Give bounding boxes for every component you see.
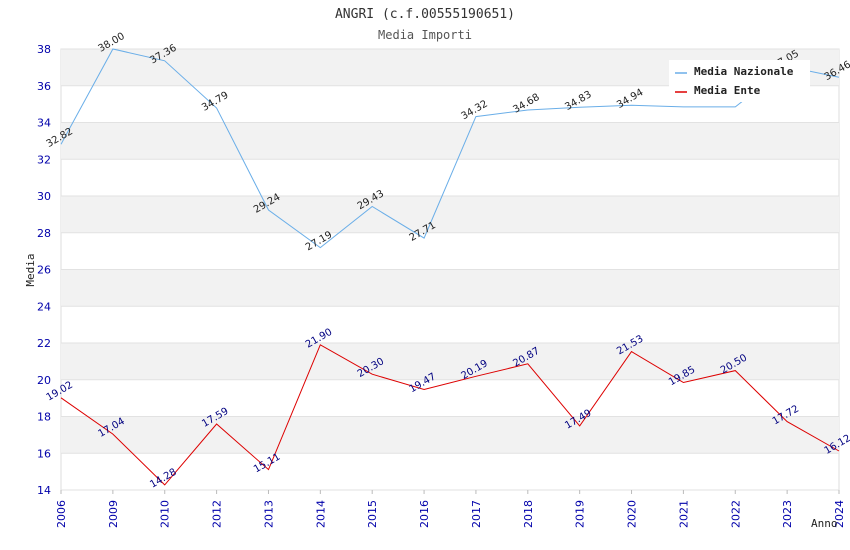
x-tick-label: 2010 — [159, 500, 172, 528]
y-axis-ticks: 14 16 18 20 22 24 26 28 30 32 34 36 38 — [37, 43, 51, 497]
y-tick-label: 26 — [37, 264, 51, 277]
series-line-media-nazionale — [60, 48, 840, 249]
y-tick-label: 20 — [37, 374, 51, 387]
y-tick-label: 38 — [37, 43, 51, 56]
x-tick-label: 2021 — [677, 500, 690, 528]
y-tick-label: 24 — [37, 300, 51, 313]
y-tick-label: 34 — [37, 117, 51, 130]
x-axis-ticks: 2006 2009 2010 2012 2013 2014 2015 2016 2017 2018… — [55, 490, 846, 528]
y-tick-label: 18 — [37, 411, 51, 424]
y-tick-label: 28 — [37, 227, 51, 240]
x-tick-label: 2014 — [314, 500, 327, 528]
x-tick-label: 2015 — [366, 500, 379, 528]
x-axis-label: Anno — [811, 517, 838, 530]
series-lines — [60, 48, 840, 486]
x-tick-label: 2019 — [574, 500, 587, 528]
gridlines — [61, 48, 839, 491]
x-tick-label: 2022 — [729, 500, 742, 528]
chart-title: ANGRI (c.f.00555190651) — [335, 7, 515, 22]
plot-band — [61, 416, 839, 454]
y-tick-label: 32 — [37, 153, 51, 166]
series-line-media-ente — [60, 344, 840, 486]
y-tick-label: 22 — [37, 337, 51, 350]
x-tick-label: 2023 — [781, 500, 794, 528]
legend: Media Nazionale Media Ente — [669, 60, 810, 102]
x-tick-label: 2018 — [522, 500, 535, 528]
x-tick-label: 2016 — [418, 500, 431, 528]
chart-subtitle: Media Importi — [378, 28, 472, 42]
plot-band — [61, 269, 839, 307]
y-tick-label: 14 — [37, 484, 51, 497]
x-tick-label: 2012 — [211, 500, 224, 528]
legend-label-media-ente: Media Ente — [694, 84, 761, 97]
legend-label-media-nazionale: Media Nazionale — [694, 65, 794, 78]
plot-band — [61, 343, 839, 380]
x-tick-label: 2024 — [833, 500, 846, 528]
x-tick-label: 2020 — [626, 500, 639, 528]
legend-background — [669, 60, 810, 102]
plot-band — [61, 122, 839, 160]
x-tick-label: 2009 — [107, 500, 120, 528]
y-tick-label: 30 — [37, 190, 51, 203]
y-axis-label: Media — [24, 253, 37, 286]
y-tick-label: 16 — [37, 447, 51, 460]
x-tick-label: 2013 — [262, 500, 275, 528]
x-tick-label: 2017 — [470, 500, 483, 528]
plot-band — [61, 196, 839, 233]
y-tick-label: 36 — [37, 80, 51, 93]
x-tick-label: 2006 — [55, 500, 68, 528]
